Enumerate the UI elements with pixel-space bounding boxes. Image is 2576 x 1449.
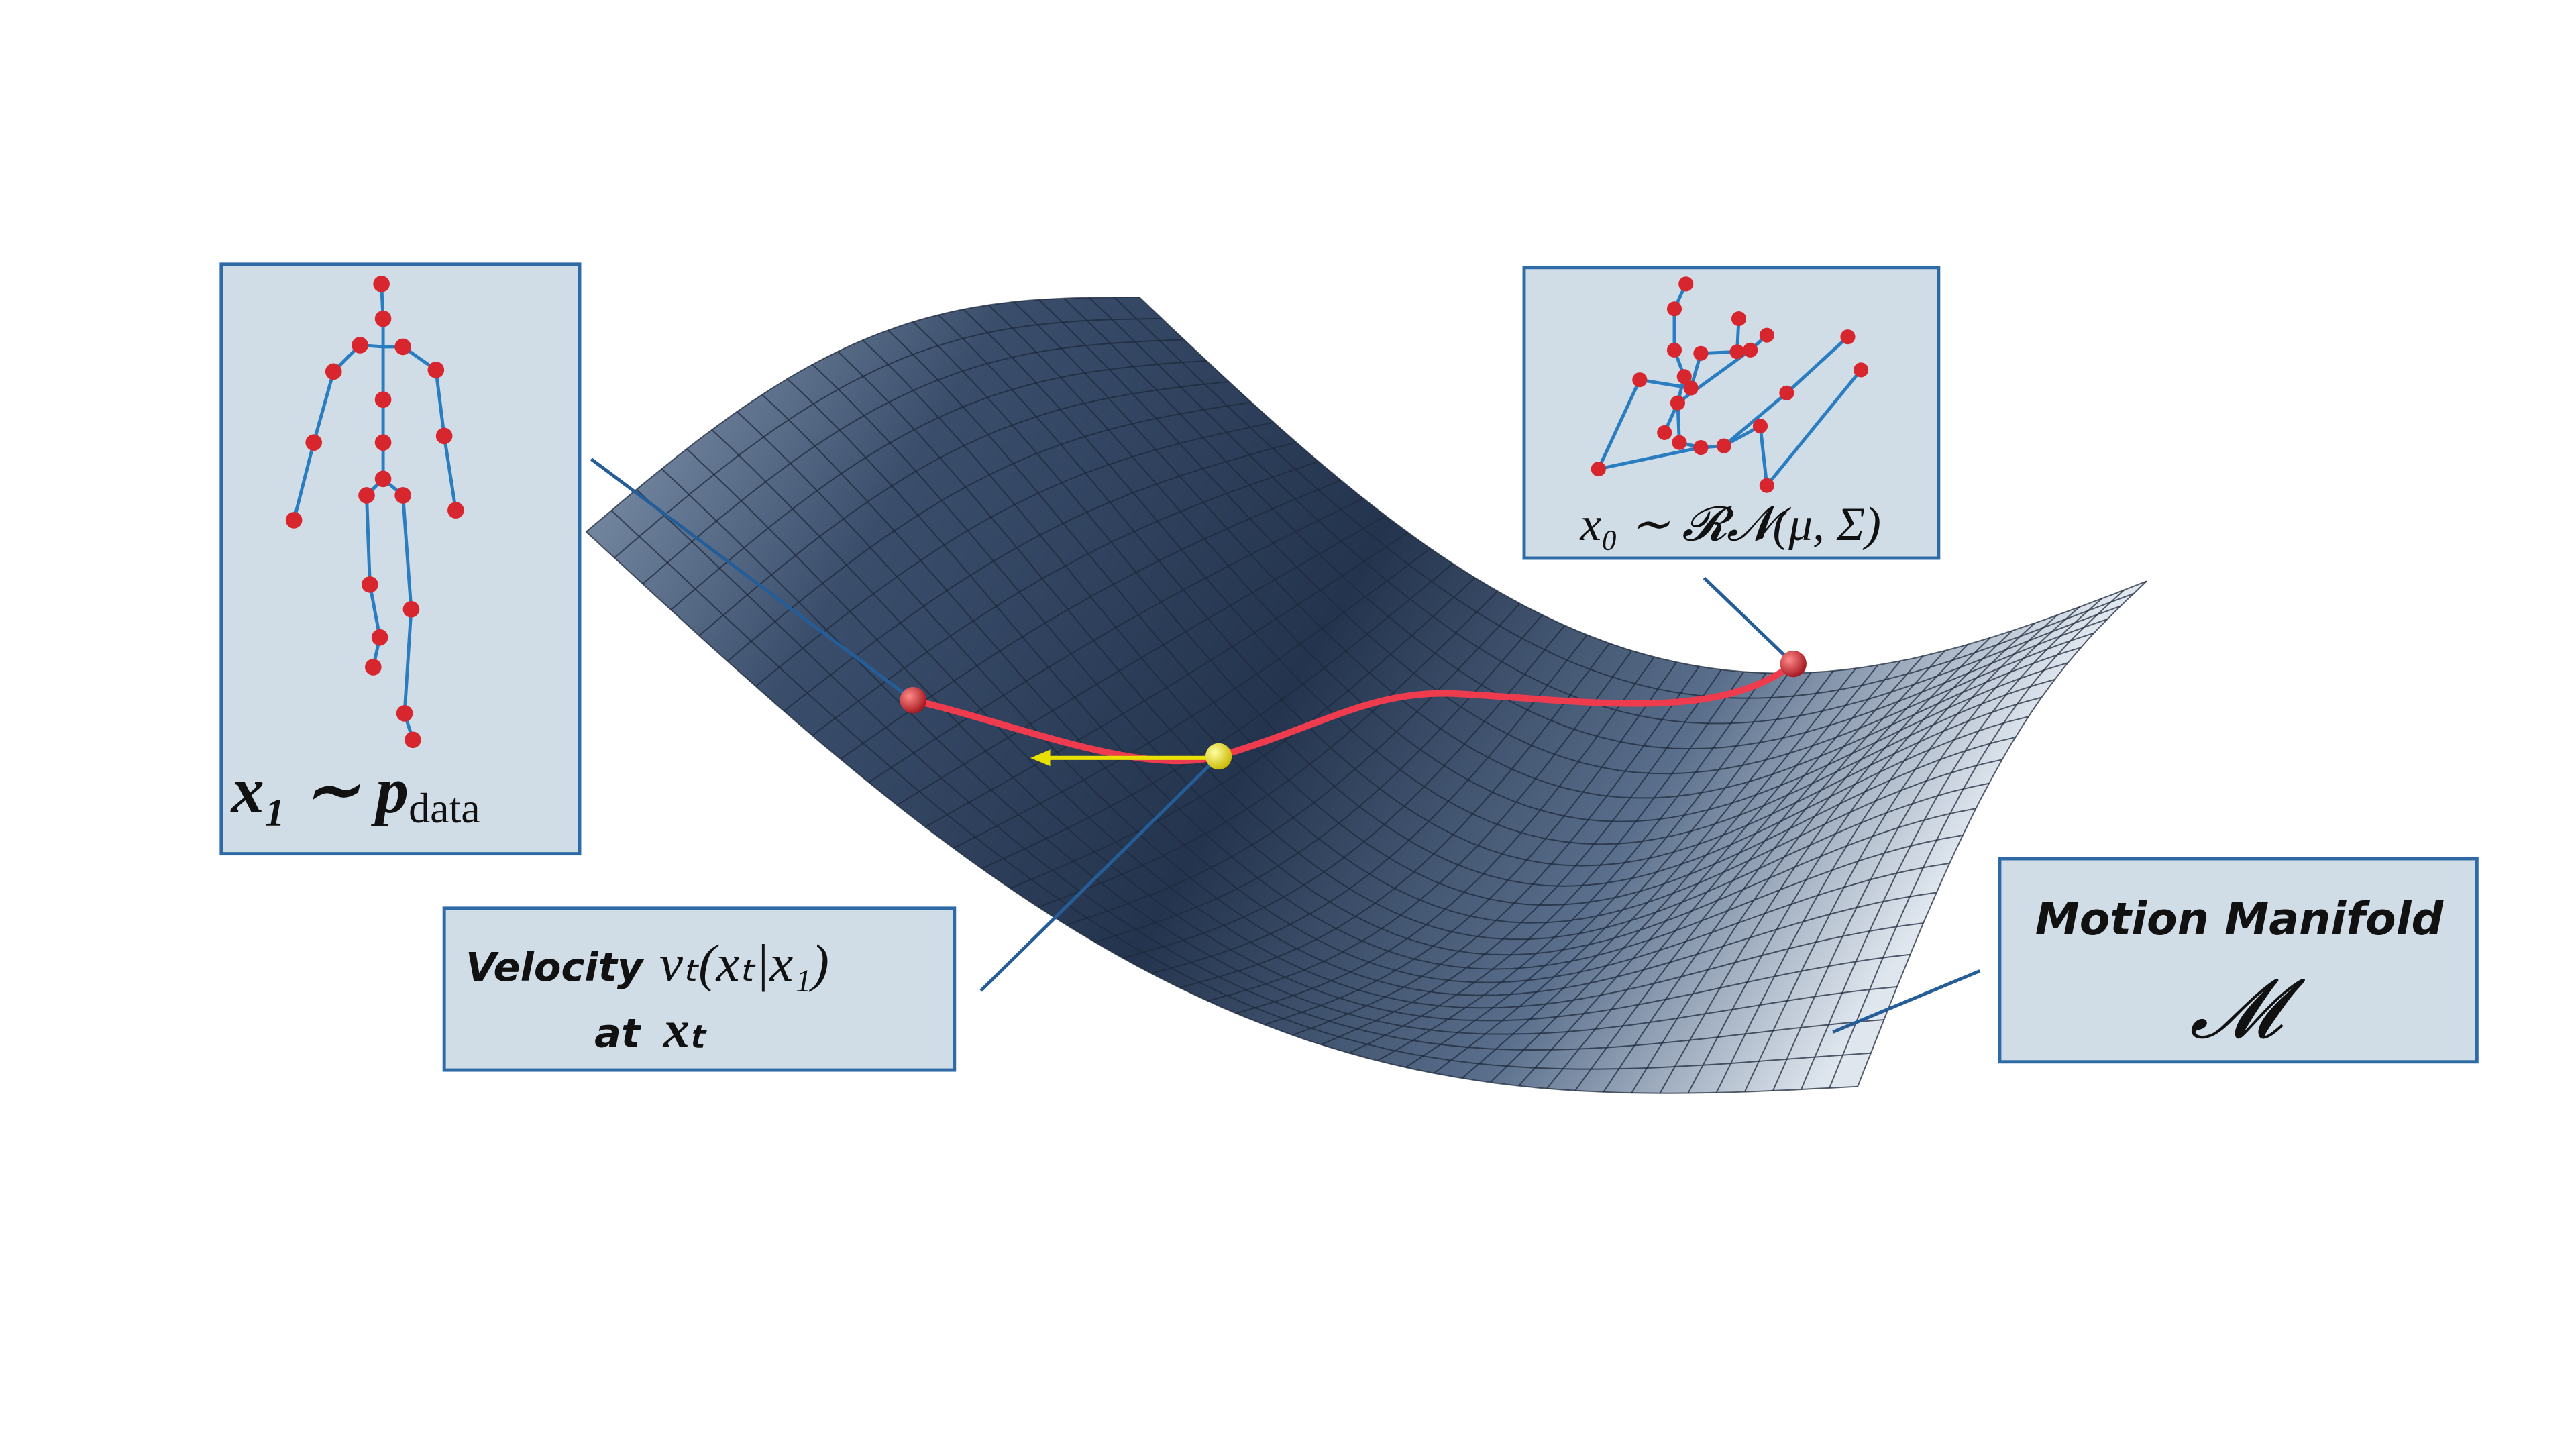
grid-line xyxy=(963,309,2055,845)
leader-line xyxy=(979,755,1220,992)
arrow-head xyxy=(1030,749,1051,767)
trajectory xyxy=(912,661,1796,764)
velocity-label-line2: at xₜ xyxy=(594,1001,707,1059)
leader-line xyxy=(1832,969,1981,1034)
grid-line xyxy=(937,314,2042,867)
velocity-word: Velocity xyxy=(466,944,645,990)
grid-line xyxy=(737,411,1937,996)
grid-line xyxy=(1013,301,2082,799)
velocity-box xyxy=(442,906,957,1072)
label-main: x₁ ∼ p xyxy=(230,754,409,827)
data-point xyxy=(900,687,926,714)
manifold-box xyxy=(1998,857,2479,1064)
grid-line xyxy=(887,329,2016,906)
noise-sample-label: x₀ ∼ 𝓡𝓝(μ, Σ) xyxy=(1579,498,1880,551)
grid-line xyxy=(610,510,1871,1070)
grid-line xyxy=(812,364,1976,956)
grid-line xyxy=(686,448,1911,1022)
noise-point xyxy=(1780,650,1807,678)
grid-line xyxy=(661,468,1898,1035)
grid-line xyxy=(586,531,1858,1094)
grid-line xyxy=(987,304,2068,822)
grid-line xyxy=(786,378,1963,970)
skeleton xyxy=(285,276,464,749)
grid-line xyxy=(1063,298,2108,750)
surface-fill xyxy=(586,297,2147,1093)
velocity-label: Velocity vₜ(xₜ|x₁) xyxy=(466,934,829,993)
at-expr: xₜ xyxy=(663,1001,707,1059)
at-word: at xyxy=(594,1010,642,1057)
grid-line xyxy=(862,339,2002,924)
grid-line xyxy=(912,321,2029,887)
data-sample-label: x₁ ∼ pdata xyxy=(230,754,480,832)
grid-line xyxy=(761,394,1950,983)
noise-sample-box xyxy=(1522,266,1941,560)
grid-line xyxy=(1088,297,2121,724)
data-sample-box xyxy=(219,262,582,856)
grid-line xyxy=(837,351,1990,941)
grid-line xyxy=(636,488,1884,1051)
grid-line xyxy=(1138,297,2147,674)
label-sub: data xyxy=(409,784,480,832)
grid-line xyxy=(1038,299,2095,775)
leader-line xyxy=(590,458,914,702)
scrambled-skeleton xyxy=(1591,276,1869,493)
grid-line xyxy=(711,429,1924,1009)
current-point xyxy=(1205,743,1232,770)
leader-line xyxy=(1703,576,1794,665)
manifold-title: Motion Manifold xyxy=(2035,893,2445,945)
manifold-surface xyxy=(586,297,2147,1094)
velocity-expr: vₜ(xₜ|x₁) xyxy=(659,934,829,993)
grid-line xyxy=(1114,297,2134,699)
